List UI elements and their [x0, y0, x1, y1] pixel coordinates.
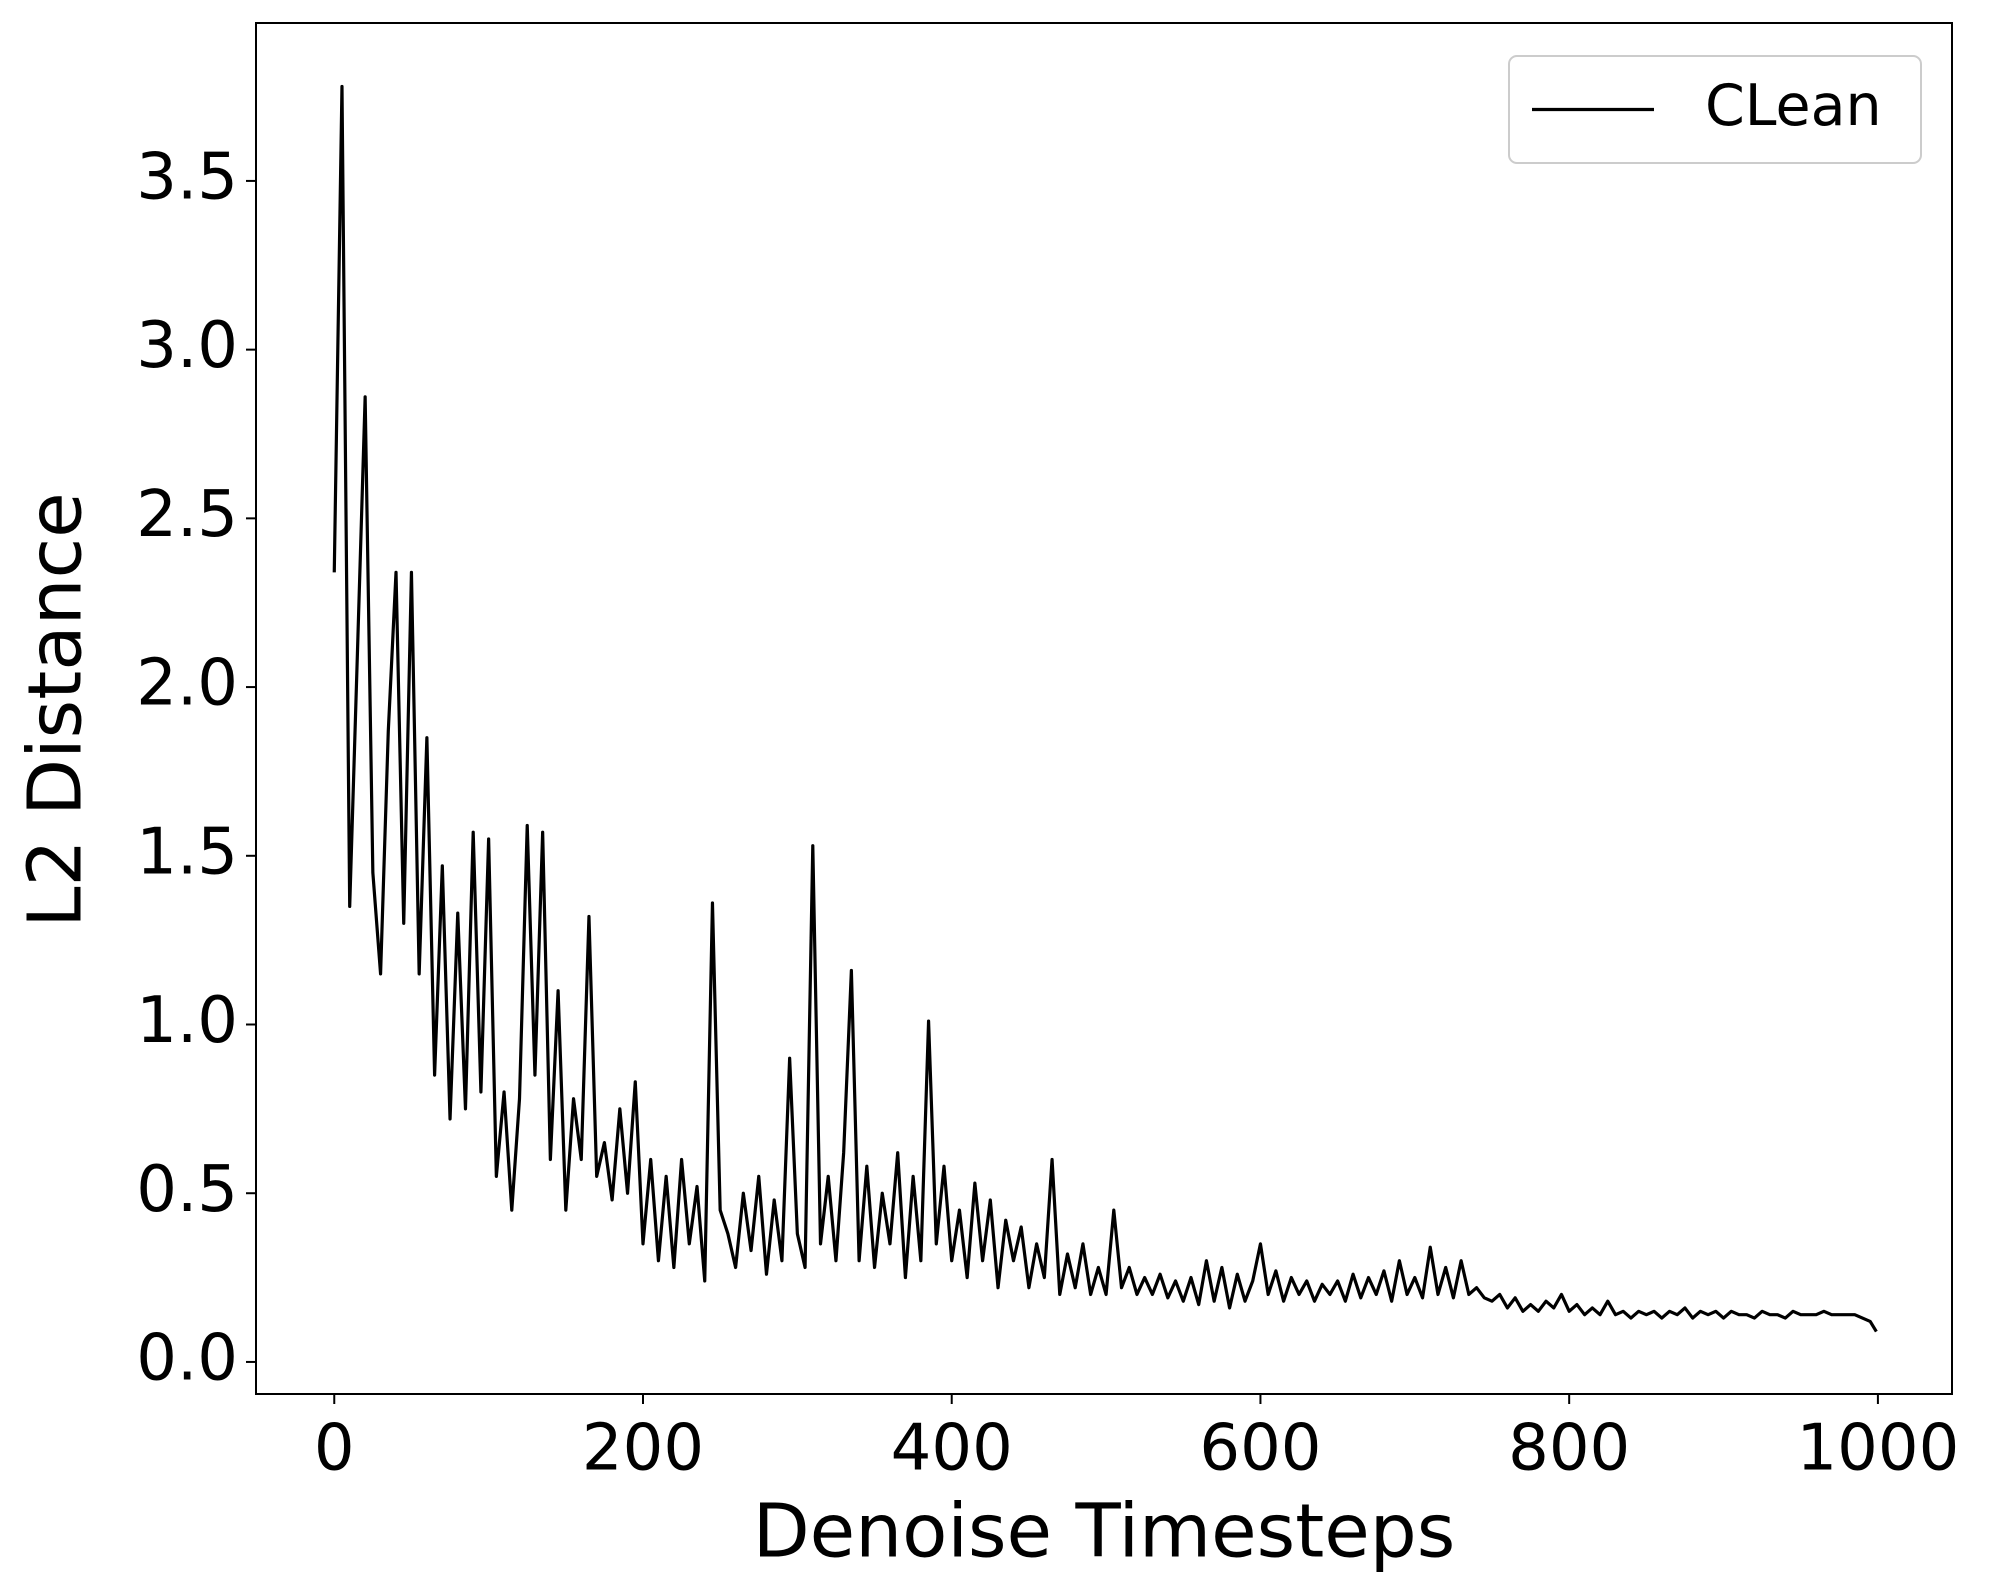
x-tick-label: 400: [891, 1412, 1013, 1486]
y-tick-label: 1.0: [136, 984, 238, 1058]
y-tick-label: 0.0: [136, 1322, 238, 1396]
plot-frame: [255, 22, 1953, 1395]
x-tick-label: 0: [314, 1412, 355, 1486]
x-tick-label: 800: [1508, 1412, 1630, 1486]
x-tick-label: 200: [582, 1412, 704, 1486]
y-tick-label: 3.5: [136, 140, 238, 214]
y-tick-label: 2.5: [136, 478, 238, 552]
y-tick-label: 0.5: [136, 1153, 238, 1227]
x-axis-label: Denoise Timesteps: [753, 1489, 1456, 1575]
legend-box: [1508, 55, 1922, 164]
data-line: [332, 84, 1878, 1333]
x-tick-label: 1000: [1796, 1412, 1959, 1486]
legend-label: CLean: [1705, 73, 1882, 139]
y-axis-label: L2 Distance: [13, 492, 99, 927]
y-tick-label: 2.0: [136, 647, 238, 721]
y-tick-label: 3.0: [136, 309, 238, 383]
y-tick-label: 1.5: [136, 815, 238, 889]
x-tick-label: 600: [1199, 1412, 1321, 1486]
